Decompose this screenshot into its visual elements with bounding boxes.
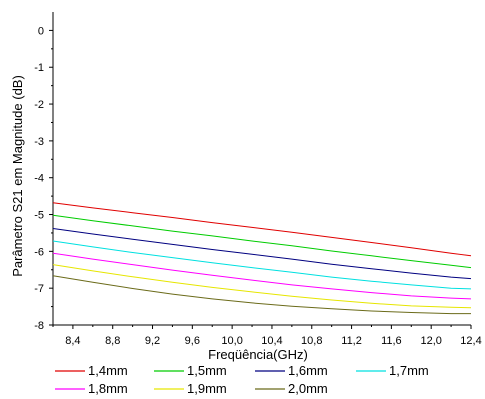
x-tick-label: 10,0 <box>221 335 242 347</box>
series-line <box>52 202 472 257</box>
legend-label: 1,9mm <box>187 381 227 396</box>
x-tick-label: 8,4 <box>65 335 80 347</box>
y-axis-label: Parâmetro S21 em Magnitude (dB) <box>10 75 25 277</box>
y-tick-label: -5 <box>34 210 44 222</box>
series-line <box>52 264 472 309</box>
legend-label: 1,7mm <box>389 363 429 378</box>
y-tick-label: -1 <box>34 62 44 74</box>
legend-label: 1,6mm <box>288 363 328 378</box>
x-tick-label: 12,0 <box>420 335 441 347</box>
x-tick-label: 12,4 <box>460 335 481 347</box>
y-tick-label: 0 <box>38 25 44 37</box>
series-line <box>52 214 472 269</box>
x-tick-label: 11,2 <box>341 335 362 347</box>
legend: 1,4mm 1,5mm 1,6mm 1,7mm 1,8mm 1,9mm 2,0mm <box>55 363 429 396</box>
y-axis-ticks: -8 -7 -6 -5 -4 -3 -2 -1 0 <box>34 25 53 332</box>
series-lines <box>52 202 472 315</box>
y-tick-label: -7 <box>34 283 44 295</box>
x-tick-label: 8,8 <box>105 335 120 347</box>
y-tick-label: -2 <box>34 99 44 111</box>
series-line <box>52 228 472 280</box>
legend-label: 1,4mm <box>88 363 128 378</box>
series-line <box>52 275 471 315</box>
plot-area <box>52 12 471 326</box>
y-tick-label: -3 <box>34 136 44 148</box>
series-line <box>52 252 472 300</box>
legend-label: 1,8mm <box>88 381 128 396</box>
legend-label: 1,5mm <box>187 363 227 378</box>
x-axis-ticks: 8,4 8,8 9,2 9,6 10,0 10,4 10,8 11,2 11,6 12,0 12,4 <box>52 325 482 347</box>
y-tick-label: -8 <box>34 320 44 332</box>
x-tick-label: 10,8 <box>301 335 322 347</box>
legend-label: 2,0mm <box>288 381 328 396</box>
x-tick-label: 11,6 <box>381 335 402 347</box>
series-line <box>52 240 472 290</box>
x-tick-label: 10,4 <box>261 335 282 347</box>
y-tick-label: -4 <box>34 173 44 185</box>
y-tick-label: -6 <box>34 246 44 258</box>
x-tick-label: 9,6 <box>185 335 200 347</box>
x-tick-label: 9,2 <box>145 335 160 347</box>
x-axis-label: Freqüência(GHz) <box>208 347 308 362</box>
